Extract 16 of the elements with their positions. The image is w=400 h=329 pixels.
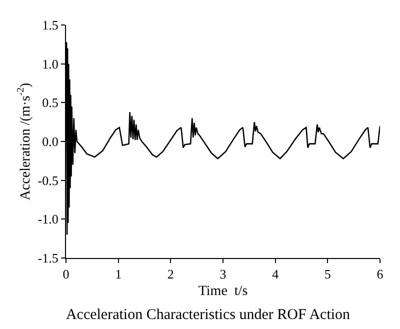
x-tick-label: 3 (220, 266, 226, 282)
x-axis-title: Time t/s (198, 284, 248, 299)
x-tick-label: 2 (167, 266, 174, 282)
y-tick-label: -1.5 (38, 250, 58, 266)
x-tick-label: 0 (62, 266, 70, 282)
x-tick-label: 6 (376, 266, 384, 282)
y-tick-label: -1.0 (38, 212, 58, 227)
x-tick-label: 5 (324, 266, 331, 282)
x-tick-label: 4 (272, 266, 280, 282)
y-tick-label: -0.5 (38, 172, 58, 188)
text: Acceleration Characteristics under ROF Action (66, 307, 351, 324)
y-tick-label: 1.0 (42, 56, 58, 72)
y-tick-label: 0.0 (42, 134, 58, 150)
y-tick-label: 1.5 (42, 18, 58, 33)
y-tick-label: 0.5 (42, 95, 58, 110)
x-tick-label: 1 (115, 266, 122, 282)
